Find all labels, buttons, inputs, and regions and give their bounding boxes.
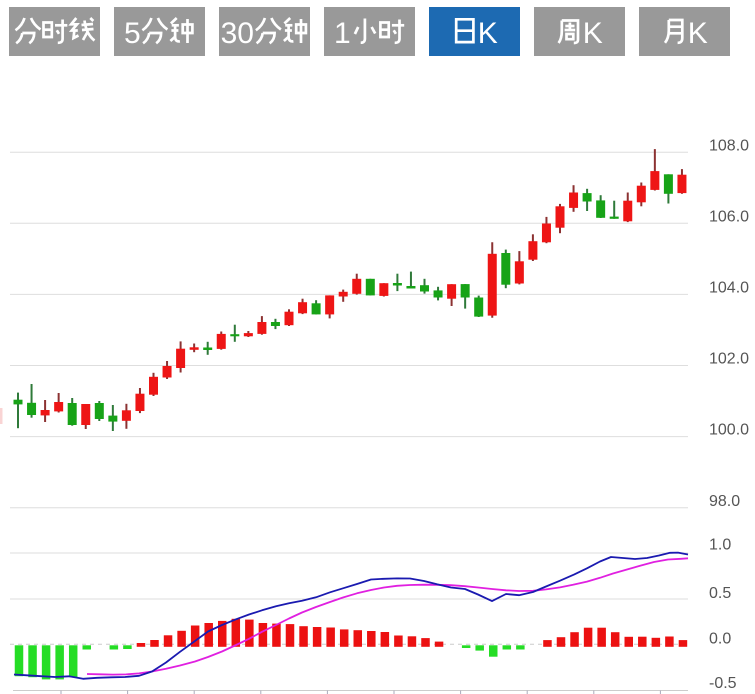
svg-text:30: 30 [221, 17, 254, 50]
svg-text:1.0: 1.0 [709, 537, 731, 554]
svg-text:102.0: 102.0 [709, 351, 749, 368]
svg-text:0.0: 0.0 [709, 631, 731, 648]
svg-text:106.0: 106.0 [709, 208, 749, 225]
svg-text:-0.5: -0.5 [709, 675, 737, 692]
svg-text:100.0: 100.0 [709, 422, 749, 439]
svg-text:K: K [478, 17, 498, 50]
svg-text:108.0: 108.0 [709, 137, 749, 154]
svg-text:K: K [688, 17, 708, 50]
svg-text:5: 5 [124, 17, 141, 50]
svg-text:K: K [583, 17, 603, 50]
svg-text:98.0: 98.0 [709, 493, 740, 510]
svg-text:104.0: 104.0 [709, 280, 749, 297]
svg-text:0.5: 0.5 [709, 585, 731, 602]
svg-text:1: 1 [334, 17, 351, 50]
